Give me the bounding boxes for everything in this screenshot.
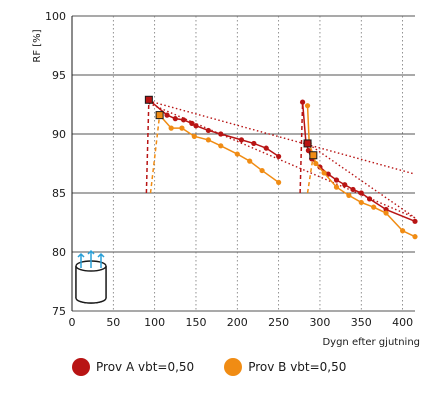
series-line-prov-b <box>306 155 315 194</box>
series-line-prov-a <box>301 102 416 223</box>
y-tick-label: 75 <box>52 305 66 318</box>
square-marker <box>155 111 164 120</box>
data-point <box>234 151 240 157</box>
y-tick-label: 85 <box>52 187 66 200</box>
square-markers <box>144 95 318 160</box>
data-point <box>333 177 340 183</box>
y-tick-label: 80 <box>52 246 66 259</box>
data-point <box>238 137 245 143</box>
legend-item-prov-a: Prov A vbt=0,50 <box>72 358 194 376</box>
trend-line <box>305 141 416 219</box>
data-point <box>299 99 306 105</box>
data-point <box>350 186 356 193</box>
series-line-prov-a <box>148 99 280 158</box>
data-point <box>218 143 224 149</box>
x-tick-label: 250 <box>268 316 289 329</box>
data-point <box>412 218 418 224</box>
data-point <box>371 204 377 210</box>
data-point <box>172 116 178 122</box>
data-point <box>383 210 389 216</box>
data-point <box>189 120 195 126</box>
data-point <box>276 153 282 160</box>
x-tick-label: 200 <box>227 316 248 329</box>
legend-swatch-prov-b <box>224 358 243 376</box>
data-point <box>164 112 170 118</box>
trend-lines <box>148 100 416 219</box>
data-point <box>193 123 199 129</box>
x-tick-label: 0 <box>69 316 76 329</box>
data-point <box>247 158 253 164</box>
data-point <box>251 140 257 147</box>
square-marker <box>303 139 312 148</box>
data-point <box>179 125 185 131</box>
series <box>145 97 418 240</box>
data-point <box>259 167 265 174</box>
axes: 75 80 85 90 95 100 0 50 100 150 200 250 300 350 400 <box>45 10 413 329</box>
x-tick-label: 50 <box>106 316 120 329</box>
y-tick-label: 90 <box>52 128 66 141</box>
x-tick-label: 150 <box>185 316 206 329</box>
legend: Prov A vbt=0,50 Prov B vbt=0,50 <box>72 358 346 376</box>
data-point <box>346 192 352 198</box>
data-point <box>412 234 418 240</box>
data-point <box>180 117 187 123</box>
data-point <box>313 160 319 167</box>
legend-label-prov-a: Prov A vbt=0,50 <box>96 360 195 374</box>
data-point <box>263 145 269 151</box>
y-axis-label: RF [%] <box>32 29 43 62</box>
trend-line <box>148 100 416 175</box>
series-line-prov-b <box>149 115 161 194</box>
legend-item-prov-b: Prov B vbt=0,50 <box>224 358 346 376</box>
x-tick-label: 400 <box>392 316 413 329</box>
square-marker <box>309 151 318 160</box>
series-line-prov-a <box>145 99 150 194</box>
cylinder-sample-icon <box>75 249 107 304</box>
series-line-prov-b <box>159 114 280 183</box>
data-point <box>205 137 211 143</box>
data-point <box>321 170 327 176</box>
x-tick-label: 100 <box>144 316 165 329</box>
legend-label-prov-b: Prov B vbt=0,50 <box>248 360 347 374</box>
x-tick-label: 350 <box>351 316 372 329</box>
y-tick-label: 100 <box>45 10 66 23</box>
x-tick-label: 300 <box>309 316 330 329</box>
data-point <box>168 125 174 131</box>
data-point <box>276 179 282 185</box>
data-point <box>333 184 340 190</box>
data-point <box>205 127 211 134</box>
series-line-prov-b <box>306 105 315 156</box>
trend-line <box>148 102 416 219</box>
data-point <box>191 133 197 139</box>
square-marker <box>144 95 153 104</box>
x-axis-label: Dygn efter gjutning <box>322 337 420 348</box>
data-point <box>218 131 224 137</box>
data-point <box>358 190 364 196</box>
series-line-prov-b <box>312 155 416 238</box>
data-point <box>400 228 406 234</box>
y-tick-label: 95 <box>52 69 66 82</box>
series-line-prov-a <box>299 102 304 194</box>
legend-swatch-prov-a <box>72 358 90 376</box>
grid <box>72 15 415 312</box>
data-point <box>358 199 364 206</box>
data-point <box>342 182 348 188</box>
data-point <box>366 196 373 202</box>
data-point <box>304 103 311 109</box>
